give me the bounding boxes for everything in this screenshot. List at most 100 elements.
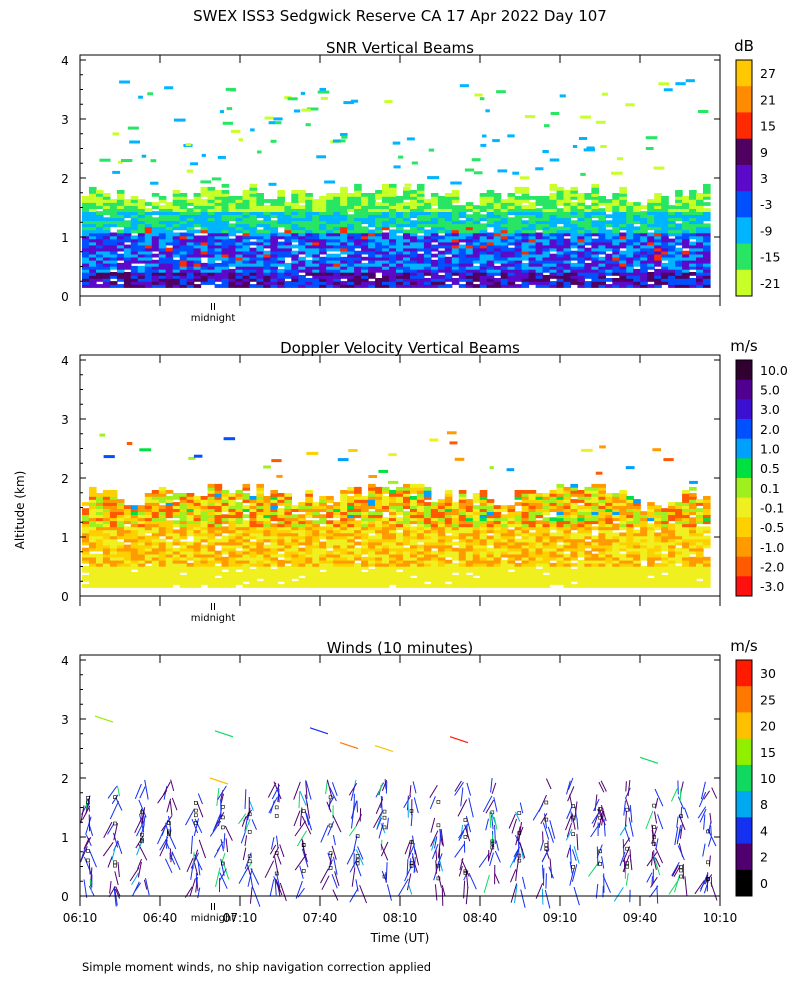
heatmap-cell	[89, 190, 97, 194]
heatmap-cell	[591, 241, 599, 246]
heatmap-cell	[277, 235, 285, 240]
heatmap-cell	[423, 538, 432, 543]
heatmap-cell	[256, 584, 264, 588]
heatmap-cell	[696, 223, 704, 228]
heatmap-cell	[319, 211, 327, 215]
heatmap-cell	[200, 544, 209, 549]
heatmap-cell	[333, 538, 341, 543]
heatmap-cell	[689, 208, 697, 212]
heatmap-cell	[605, 247, 613, 252]
heatmap-cell	[158, 505, 167, 509]
heatmap-cell	[577, 211, 585, 215]
heatmap-cell	[130, 511, 139, 515]
heatmap-cell	[703, 186, 711, 191]
heatmap-cell	[472, 581, 481, 585]
heatmap-cell	[291, 281, 299, 285]
heatmap-cell	[89, 502, 97, 506]
heatmap-cell	[221, 562, 230, 567]
heatmap-cell	[451, 214, 460, 219]
heatmap-cell	[563, 584, 572, 588]
heatmap-cell	[123, 272, 132, 276]
heatmap-cell	[193, 196, 202, 200]
heatmap-cell	[256, 547, 264, 552]
heatmap-cell	[410, 220, 418, 225]
heatmap-cell	[423, 250, 432, 255]
heatmap-cell	[361, 220, 369, 225]
heatmap-cell	[375, 575, 383, 579]
heatmap-cell	[270, 499, 278, 503]
heatmap-cell	[430, 517, 439, 522]
heatmap-cell	[165, 250, 174, 255]
heatmap-cell	[186, 202, 195, 206]
heatmap-cell	[521, 214, 530, 219]
heatmap-cell	[144, 244, 153, 249]
heatmap-cell	[382, 262, 390, 267]
heatmap-cell	[96, 493, 104, 497]
heatmap-cell	[500, 541, 509, 546]
heatmap-cell	[619, 284, 627, 288]
heatmap-cell	[458, 208, 467, 212]
heatmap-cell	[249, 535, 258, 540]
heatmap-cell	[129, 140, 140, 144]
heatmap-cell	[242, 241, 251, 246]
heatmap-cell	[563, 229, 572, 234]
heatmap-cell	[89, 262, 97, 267]
heatmap-cell	[577, 550, 585, 555]
heatmap-cell	[200, 281, 209, 285]
heatmap-cell	[375, 529, 383, 534]
heatmap-cell	[375, 259, 383, 264]
heatmap-cell	[563, 578, 572, 582]
heatmap-cell	[521, 553, 530, 558]
heatmap-cell	[689, 220, 697, 225]
heatmap-cell	[361, 581, 369, 585]
heatmap-cell	[165, 205, 174, 209]
heatmap-cell	[298, 265, 306, 270]
heatmap-cell	[361, 208, 369, 212]
heatmap-cell	[410, 565, 418, 570]
heatmap-cell	[493, 575, 502, 579]
heatmap-cell	[472, 211, 481, 215]
heatmap-cell	[144, 208, 153, 212]
heatmap-cell	[444, 559, 453, 564]
heatmap-cell	[507, 281, 516, 285]
heatmap-cell	[605, 565, 613, 570]
colorbar-label: 15	[760, 119, 776, 134]
heatmap-cell	[410, 496, 418, 500]
heatmap-cell	[109, 217, 118, 222]
heatmap-cell	[123, 205, 132, 209]
heatmap-cell	[305, 278, 313, 282]
heatmap-cell	[500, 262, 509, 267]
heatmap-cell	[577, 284, 585, 288]
heatmap-cell	[591, 256, 599, 261]
heatmap-cell	[577, 565, 585, 570]
heatmap-cell	[465, 259, 474, 264]
heatmap-cell	[584, 565, 592, 570]
heatmap-cell	[298, 256, 306, 261]
heatmap-cell	[528, 256, 537, 261]
heatmap-cell	[542, 253, 551, 258]
heatmap-cell	[528, 259, 537, 264]
heatmap-cell	[389, 526, 397, 531]
heatmap-cell	[291, 526, 299, 531]
heatmap-cell	[479, 238, 488, 243]
heatmap-cell	[556, 517, 565, 522]
heatmap-cell	[256, 202, 264, 206]
heatmap-cell	[109, 205, 118, 209]
heatmap-cell	[465, 202, 474, 206]
heatmap-cell	[465, 232, 474, 237]
heatmap-cell	[200, 244, 209, 249]
heatmap-cell	[430, 196, 439, 200]
heatmap-cell	[82, 559, 90, 564]
heatmap-cell	[493, 553, 502, 558]
heatmap-cell	[584, 196, 592, 200]
heatmap-cell	[500, 211, 509, 215]
heatmap-cell	[423, 262, 432, 267]
heatmap-cell	[312, 211, 320, 215]
heatmap-cell	[689, 247, 697, 252]
heatmap-cell	[612, 196, 620, 200]
heatmap-cell	[663, 88, 673, 92]
heatmap-cell	[361, 281, 369, 285]
heatmap-cell	[186, 281, 195, 285]
heatmap-cell	[458, 262, 467, 267]
heatmap-cell	[354, 584, 362, 588]
